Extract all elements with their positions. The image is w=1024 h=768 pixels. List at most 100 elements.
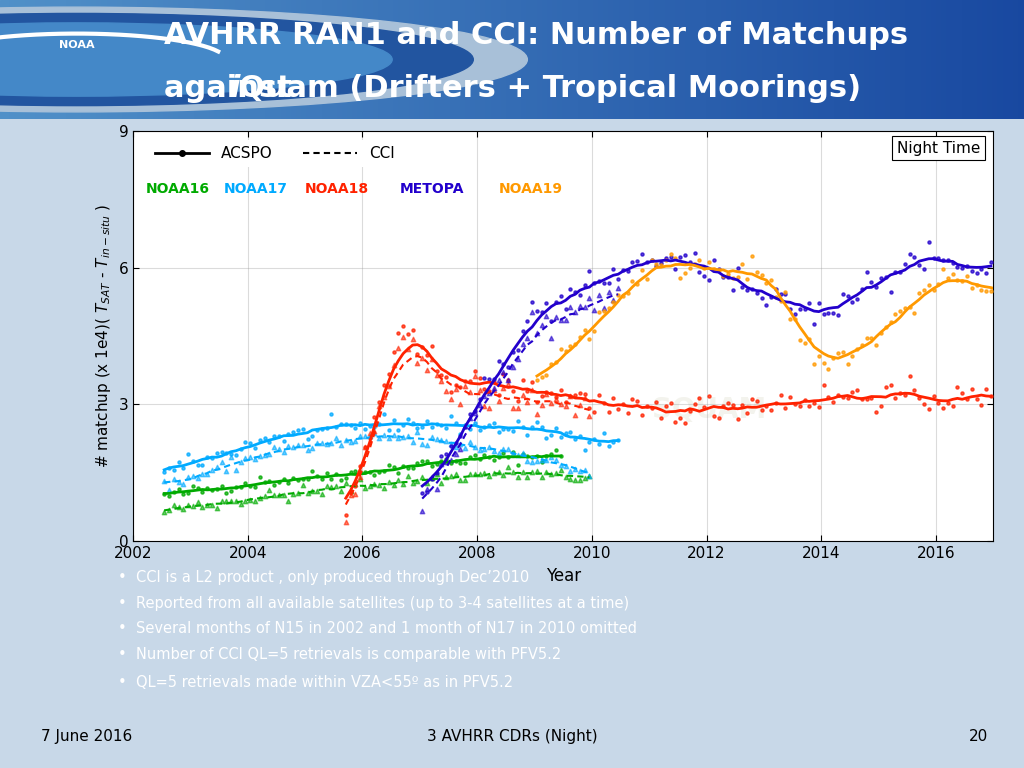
Point bbox=[376, 429, 392, 441]
Point bbox=[729, 413, 745, 425]
Point bbox=[605, 436, 622, 449]
Point bbox=[553, 450, 569, 462]
Point bbox=[256, 489, 272, 502]
Point bbox=[238, 495, 254, 507]
Point bbox=[514, 389, 530, 401]
Point bbox=[801, 333, 817, 346]
Point bbox=[252, 435, 268, 447]
Bar bbox=[5, 0, 10, 119]
Point bbox=[462, 436, 478, 449]
Point bbox=[424, 421, 440, 433]
Point bbox=[672, 251, 688, 263]
Point bbox=[318, 480, 335, 492]
Point bbox=[467, 370, 483, 382]
Point bbox=[964, 282, 980, 294]
Bar bbox=[415, 0, 420, 119]
Point bbox=[419, 455, 435, 467]
Bar bbox=[384, 0, 389, 119]
Point bbox=[247, 495, 263, 507]
Point bbox=[376, 482, 392, 494]
Point bbox=[324, 481, 340, 493]
Bar bbox=[46, 0, 51, 119]
Point bbox=[232, 498, 249, 511]
Bar bbox=[102, 0, 108, 119]
Point bbox=[849, 343, 865, 356]
Bar bbox=[108, 0, 113, 119]
Point bbox=[218, 446, 234, 458]
Bar bbox=[353, 0, 358, 119]
Point bbox=[184, 499, 201, 511]
Point bbox=[883, 379, 899, 391]
Bar bbox=[440, 0, 445, 119]
Point bbox=[811, 296, 827, 309]
Point bbox=[500, 423, 516, 435]
Point bbox=[424, 460, 440, 472]
Point bbox=[428, 369, 444, 381]
Bar bbox=[56, 0, 61, 119]
Point bbox=[419, 486, 435, 498]
Point bbox=[978, 266, 994, 279]
Point bbox=[582, 265, 598, 277]
Point bbox=[496, 469, 512, 482]
Point bbox=[562, 473, 579, 485]
Point bbox=[605, 296, 622, 308]
Bar bbox=[97, 0, 102, 119]
Point bbox=[686, 247, 702, 259]
Bar bbox=[169, 0, 174, 119]
Point bbox=[438, 422, 455, 434]
Bar bbox=[82, 0, 87, 119]
Point bbox=[543, 429, 559, 441]
Point bbox=[969, 267, 985, 280]
Point bbox=[256, 476, 272, 488]
Point bbox=[643, 254, 659, 266]
Point bbox=[557, 426, 573, 439]
Point bbox=[883, 286, 899, 298]
Point bbox=[768, 283, 784, 295]
Text: NOAA18: NOAA18 bbox=[305, 182, 370, 196]
Point bbox=[385, 461, 401, 473]
Point bbox=[548, 296, 564, 308]
Point bbox=[447, 442, 464, 454]
Point bbox=[854, 339, 870, 352]
Point bbox=[634, 247, 650, 260]
Bar bbox=[804, 0, 809, 119]
Point bbox=[567, 433, 584, 445]
Point bbox=[333, 418, 349, 430]
Text: 7 June 2016: 7 June 2016 bbox=[41, 729, 132, 744]
Point bbox=[634, 409, 650, 421]
Point bbox=[313, 423, 330, 435]
Point bbox=[582, 435, 598, 448]
Point bbox=[524, 384, 541, 396]
Point bbox=[772, 288, 788, 300]
Point bbox=[438, 471, 455, 483]
Bar bbox=[911, 0, 916, 119]
Point bbox=[528, 305, 545, 317]
Bar bbox=[538, 0, 543, 119]
Point bbox=[763, 274, 779, 286]
Point bbox=[786, 313, 803, 325]
Point bbox=[485, 417, 502, 429]
Point bbox=[958, 393, 975, 406]
Point bbox=[376, 465, 392, 477]
Point bbox=[328, 421, 344, 433]
Point bbox=[367, 412, 383, 424]
Point bbox=[490, 466, 507, 478]
Point bbox=[792, 303, 808, 315]
Point bbox=[371, 400, 387, 412]
Bar bbox=[942, 0, 947, 119]
Point bbox=[347, 480, 364, 492]
Point bbox=[691, 266, 708, 278]
Point bbox=[571, 465, 588, 478]
Bar bbox=[497, 0, 502, 119]
Bar bbox=[701, 0, 707, 119]
Point bbox=[534, 399, 550, 412]
Bar bbox=[799, 0, 804, 119]
Point bbox=[539, 450, 555, 462]
Point bbox=[399, 343, 416, 355]
Bar bbox=[72, 0, 77, 119]
Point bbox=[476, 400, 493, 412]
Point bbox=[715, 270, 731, 283]
Point bbox=[496, 366, 512, 379]
Bar bbox=[589, 0, 594, 119]
Bar bbox=[36, 0, 41, 119]
